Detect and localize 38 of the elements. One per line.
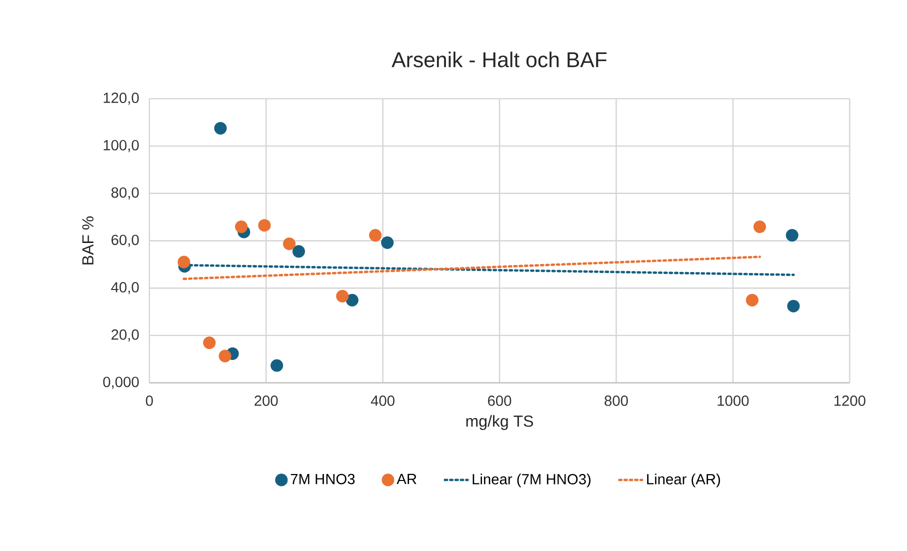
point [292,245,305,258]
x-axis-title: mg/kg TS [466,415,534,430]
point [218,350,232,362]
y-axis-title: BAF % [82,216,94,264]
y-tick-label: 40,0 [111,282,139,294]
point [178,256,190,268]
point [203,336,216,350]
y-tick-label: 60,0 [112,234,139,247]
point [258,219,271,232]
point [746,294,758,307]
point [235,220,248,234]
y-tick-label: 20,0 [112,329,139,342]
point [283,238,296,250]
point [753,220,766,234]
y-tick-label: 120,0 [104,92,139,105]
legend-label: Linear (AR) [647,474,720,488]
x-tick-label: 200 [254,396,278,406]
point [787,300,800,312]
point [786,229,798,242]
x-tick-label: 1200 [834,396,866,406]
x-tick-label: 400 [370,396,394,406]
y-tick-label: 80,0 [111,187,139,200]
point [381,236,394,249]
x-tick-label: 800 [604,396,628,406]
x-tick-label: 0 [146,396,153,406]
x-tick-label: 600 [488,396,512,406]
point [270,359,284,372]
point [214,122,227,135]
legend-label: 7M HNO3 [290,474,355,484]
legend-label: AR [396,474,416,484]
legend-label: Linear (7M HNO3) [472,474,590,488]
point [336,290,349,302]
point [346,294,358,307]
y-tick-label: 0,000 [103,376,139,389]
chart-title: Arsenik - Halt och BAF [392,52,607,68]
point [369,229,382,242]
x-tick-label: 1000 [718,396,749,406]
y-tick-label: 100,0 [104,140,139,152]
